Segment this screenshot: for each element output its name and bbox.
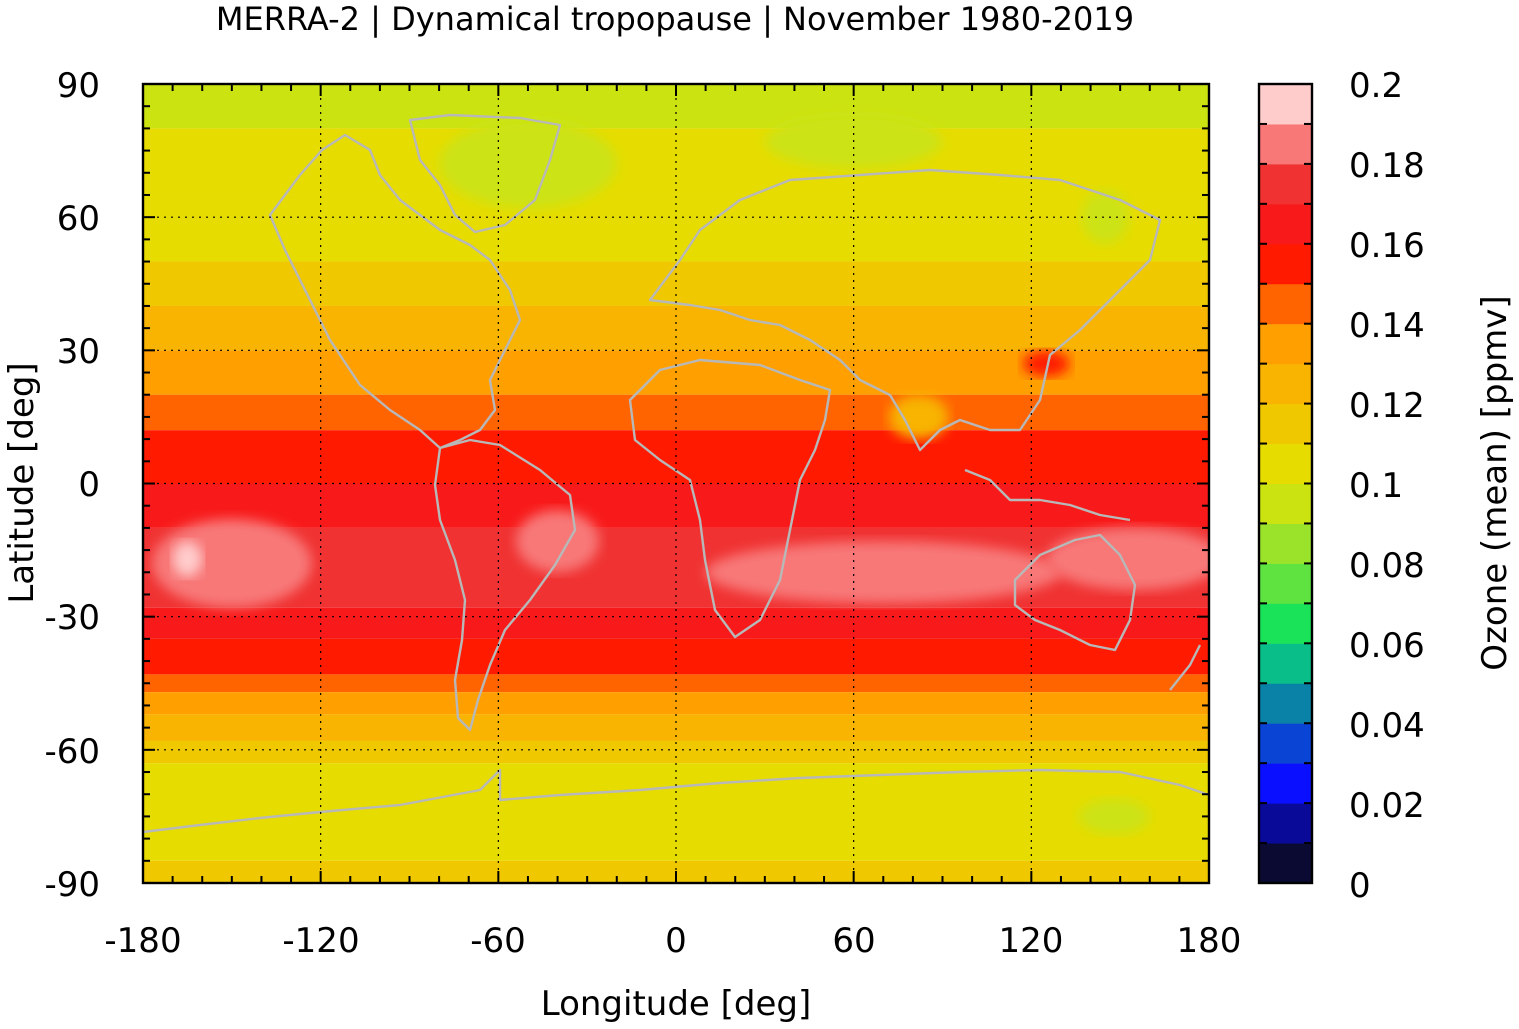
colorbar-tick-label: 0.04 [1349,706,1425,746]
x-tick-label: 60 [832,921,875,961]
colorbar-swatch [1259,803,1312,844]
colorbar-swatch [1259,203,1312,245]
colorbar-swatch [1259,643,1312,684]
y-tick-label: -60 [44,732,100,772]
ozone-feature [1081,190,1130,244]
colorbar-swatch [1259,723,1312,764]
coastline-antarctica [143,768,1209,834]
coastline-north-america [268,133,522,450]
coastline-maritime-continent [964,468,1131,522]
coastline-greenland [408,113,562,234]
colorbar-tick-label: 0.06 [1349,626,1425,666]
ozone-band [143,261,1209,306]
x-tick-labels: -180 -120 -60 0 60 120 180 [104,921,1241,961]
colorbar-tick-labels: 0.2 0.18 0.16 0.14 0.12 0.1 0.08 0.06 0.… [1349,66,1425,906]
colorbar [1259,84,1312,884]
ozone-feature [172,541,203,577]
colorbar-swatch [1259,123,1312,165]
ozone-feature [1022,350,1070,377]
colorbar-swatch [1259,323,1312,365]
colorbar-swatch [1259,243,1312,285]
colorbar-swatch [1259,163,1312,205]
ozone-band [143,692,1209,715]
colorbar-ticks [1259,83,1312,884]
colorbar-tick-label: 0 [1349,866,1371,906]
grid-lines [143,84,1209,883]
ozone-feature [1078,798,1150,835]
coastline-eurasia [648,168,1162,452]
ozone-band [143,305,1209,351]
x-tick-label: -60 [470,921,526,961]
coastline-australia [1013,533,1137,652]
x-tick-label: 180 [1177,921,1242,961]
colorbar-tick-label: 0.14 [1349,306,1425,346]
coastline-south-america [433,438,577,732]
colorbar-label: Ozone (mean) [ppmv] [1475,295,1515,670]
y-tick-label: -90 [44,865,100,905]
ozone-feature [516,510,600,573]
colorbar-tick-label: 0.18 [1349,146,1425,186]
colorbar-tick-label: 0.2 [1349,66,1403,106]
x-tick-label: -180 [104,921,181,961]
ozone-zonal-bands [143,84,1209,883]
colorbar-tick-label: 0.12 [1349,386,1425,426]
colorbar-swatch [1259,563,1312,604]
x-tick-label: -120 [282,921,359,961]
colorbar-swatch [1259,403,1312,445]
colorbar-tick-label: 0.08 [1349,546,1425,586]
colorbar-swatch [1259,84,1312,125]
chart-title: MERRA-2 | Dynamical tropopause | Novembe… [216,0,1134,38]
x-axis-label: Longitude [deg] [541,984,812,1024]
ozone-feature [1046,527,1209,591]
colorbar-swatch [1259,363,1312,405]
y-tick-label: 30 [57,332,100,372]
ozone-band [143,674,1209,693]
colorbar-tick-label: 0.1 [1349,466,1403,506]
ozone-feature [889,394,949,440]
y-tick-label: 60 [57,199,100,239]
colorbar-swatch [1259,843,1312,884]
y-axis-label: Latitude [deg] [2,362,42,603]
colorbar-swatch [1259,443,1312,484]
ozone-band [143,740,1209,764]
ozone-feature [439,119,617,209]
colorbar-swatch [1259,483,1312,524]
plot-area [143,84,1209,883]
y-tick-labels: 90 60 30 0 -30 -60 -90 [44,66,100,905]
colorbar-swatch [1259,763,1312,804]
colorbar-swatch [1259,283,1312,325]
coastlines [143,113,1209,834]
coastline-new-zealand [1169,644,1202,691]
colorbar-tick-label: 0.02 [1349,786,1425,826]
x-tick-label: 0 [665,921,687,961]
plot-frame [141,82,1211,885]
coastline-africa-eurasia [628,358,832,639]
ozone-feature [151,519,312,608]
ozone-band [143,194,1209,262]
colorbar-swatch [1259,603,1312,644]
x-tick-label: 120 [999,921,1064,961]
y-tick-label: -30 [44,598,100,638]
colorbar-swatch [1259,683,1312,724]
ozone-feature [705,541,1061,604]
y-tick-label: 90 [57,66,100,106]
colorbar-tick-label: 0.16 [1349,226,1425,266]
y-tick-label: 0 [78,465,100,505]
colorbar-swatch [1259,523,1312,564]
